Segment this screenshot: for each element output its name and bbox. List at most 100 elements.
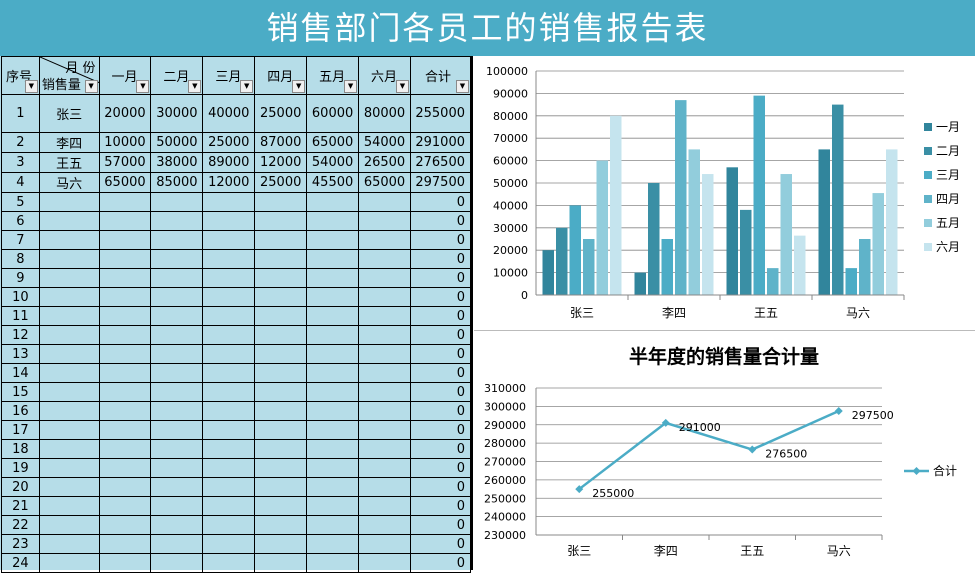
value-cell[interactable]: 54000 (358, 132, 411, 153)
value-cell[interactable] (98, 325, 152, 345)
seq-cell[interactable]: 7 (1, 230, 40, 250)
value-cell[interactable]: 40000 (202, 94, 256, 133)
name-cell[interactable] (38, 211, 100, 231)
value-cell[interactable] (202, 363, 256, 383)
value-cell[interactable]: 65000 (306, 132, 360, 153)
value-cell[interactable] (150, 306, 204, 326)
total-cell[interactable]: 276500 (409, 152, 472, 173)
value-cell[interactable] (150, 268, 204, 288)
value-cell[interactable]: 87000 (254, 132, 308, 153)
value-cell[interactable] (98, 211, 152, 231)
value-cell[interactable]: 25000 (254, 172, 308, 193)
filter-dropdown-icon[interactable]: ▼ (456, 80, 469, 93)
value-cell[interactable]: 57000 (98, 152, 152, 173)
value-cell[interactable] (306, 287, 360, 307)
total-cell[interactable]: 0 (409, 420, 472, 440)
total-cell[interactable]: 0 (409, 515, 472, 535)
name-cell[interactable] (38, 496, 100, 516)
value-cell[interactable] (254, 420, 308, 440)
value-cell[interactable] (202, 458, 256, 478)
value-cell[interactable] (202, 382, 256, 402)
value-cell[interactable] (150, 420, 204, 440)
value-cell[interactable] (254, 230, 308, 250)
header-month-5[interactable]: 五月 ▼ (306, 56, 360, 95)
total-cell[interactable]: 0 (409, 363, 472, 383)
value-cell[interactable]: 50000 (150, 132, 204, 153)
value-cell[interactable] (150, 401, 204, 421)
value-cell[interactable]: 10000 (98, 132, 152, 153)
name-cell[interactable] (38, 401, 100, 421)
value-cell[interactable] (254, 401, 308, 421)
seq-cell[interactable]: 14 (1, 363, 40, 383)
name-cell[interactable] (38, 363, 100, 383)
name-cell[interactable] (38, 515, 100, 535)
value-cell[interactable]: 65000 (358, 172, 411, 193)
filter-dropdown-icon[interactable]: ▼ (395, 80, 409, 93)
value-cell[interactable] (202, 401, 256, 421)
value-cell[interactable] (150, 211, 204, 231)
value-cell[interactable] (150, 249, 204, 269)
value-cell[interactable] (358, 249, 411, 269)
value-cell[interactable] (254, 287, 308, 307)
value-cell[interactable] (306, 363, 360, 383)
value-cell[interactable] (306, 192, 360, 212)
value-cell[interactable] (202, 306, 256, 326)
value-cell[interactable]: 25000 (254, 94, 308, 133)
value-cell[interactable] (202, 534, 256, 554)
value-cell[interactable] (254, 344, 308, 364)
total-cell[interactable]: 0 (409, 211, 472, 231)
total-cell[interactable]: 0 (409, 287, 472, 307)
value-cell[interactable] (98, 458, 152, 478)
value-cell[interactable] (306, 458, 360, 478)
bar-chart-panel[interactable]: 0 10000 20000 30000 40000 50000 60000 70000 8000… (474, 56, 975, 328)
value-cell[interactable] (98, 439, 152, 459)
total-cell[interactable]: 0 (409, 268, 472, 288)
header-month-4[interactable]: 四月 ▼ (254, 56, 308, 95)
value-cell[interactable] (358, 458, 411, 478)
seq-cell[interactable]: 22 (1, 515, 40, 535)
total-cell[interactable]: 0 (409, 230, 472, 250)
value-cell[interactable] (254, 382, 308, 402)
value-cell[interactable] (254, 306, 308, 326)
value-cell[interactable] (306, 420, 360, 440)
name-cell[interactable] (38, 458, 100, 478)
value-cell[interactable] (150, 382, 204, 402)
value-cell[interactable] (358, 420, 411, 440)
value-cell[interactable] (150, 515, 204, 535)
header-month-3[interactable]: 三月 ▼ (202, 56, 256, 95)
value-cell[interactable] (254, 439, 308, 459)
value-cell[interactable]: 85000 (150, 172, 204, 193)
total-cell[interactable]: 0 (409, 496, 472, 516)
value-cell[interactable] (254, 496, 308, 516)
name-cell[interactable] (38, 268, 100, 288)
value-cell[interactable] (98, 306, 152, 326)
value-cell[interactable] (254, 458, 308, 478)
value-cell[interactable] (306, 344, 360, 364)
value-cell[interactable] (306, 515, 360, 535)
value-cell[interactable] (358, 496, 411, 516)
total-cell[interactable]: 0 (409, 534, 472, 554)
value-cell[interactable]: 12000 (254, 152, 308, 173)
value-cell[interactable]: 20000 (98, 94, 152, 133)
value-cell[interactable] (202, 477, 256, 497)
value-cell[interactable] (202, 515, 256, 535)
value-cell[interactable] (98, 344, 152, 364)
total-cell[interactable]: 0 (409, 477, 472, 497)
name-cell[interactable] (38, 477, 100, 497)
value-cell[interactable] (306, 477, 360, 497)
name-cell[interactable] (38, 420, 100, 440)
value-cell[interactable] (98, 534, 152, 554)
seq-cell[interactable]: 5 (1, 192, 40, 212)
value-cell[interactable]: 54000 (306, 152, 360, 173)
value-cell[interactable]: 30000 (150, 94, 204, 133)
value-cell[interactable] (254, 268, 308, 288)
total-cell[interactable]: 0 (409, 344, 472, 364)
seq-cell[interactable]: 23 (1, 534, 40, 554)
total-cell[interactable]: 0 (409, 306, 472, 326)
value-cell[interactable]: 38000 (150, 152, 204, 173)
header-month-6[interactable]: 六月 ▼ (358, 56, 411, 95)
value-cell[interactable] (254, 477, 308, 497)
value-cell[interactable] (98, 401, 152, 421)
value-cell[interactable] (98, 268, 152, 288)
seq-cell[interactable]: 1 (1, 94, 40, 133)
